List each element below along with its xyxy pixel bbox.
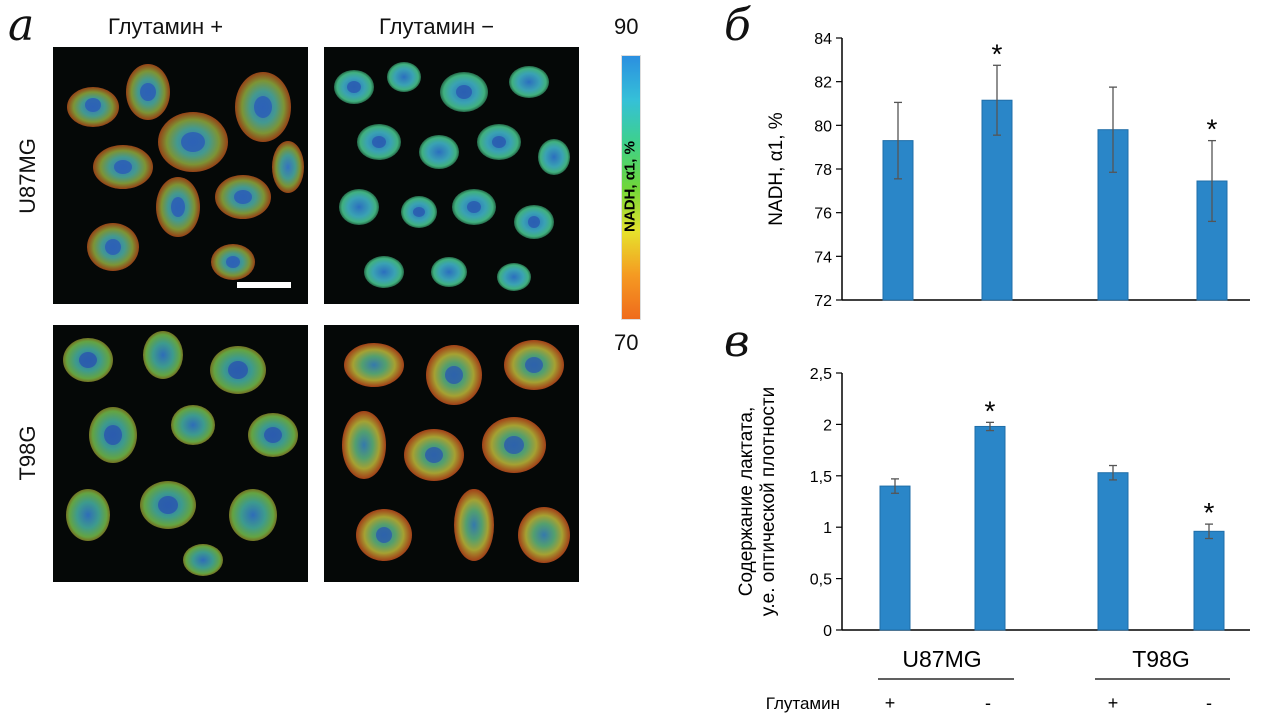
glutamine-sign: + <box>885 693 896 713</box>
micrograph-t98g-glutamine-minus <box>324 325 579 582</box>
bar <box>1097 472 1129 631</box>
glutamine-label: Глутамин <box>766 694 840 713</box>
y-tick-label: 72 <box>814 293 832 310</box>
colorbar-max: 90 <box>614 14 639 39</box>
panel-c-letter: в <box>724 316 750 367</box>
y-axis-label: у.е. оптической плотности <box>758 387 779 616</box>
y-tick-label: 74 <box>814 249 832 266</box>
chart-lactate: 0 0,5 1 1,5 2 2,5 * * Содержание лактата, у.е. оп… <box>736 366 1250 713</box>
y-tick-label: 80 <box>814 118 832 135</box>
y-tick-label: 1 <box>823 520 832 537</box>
micrograph-u87mg-glutamine-minus <box>324 47 579 304</box>
row-label-u87mg: U87MG <box>15 138 40 214</box>
group-label-t98g: T98G <box>1132 646 1190 672</box>
bar <box>879 485 911 631</box>
panel-a-letter: а <box>8 0 35 51</box>
y-tick-label: 0,5 <box>810 572 832 589</box>
y-tick-label: 0 <box>823 623 832 640</box>
colorbar-label: NADH, α1, % <box>621 141 639 232</box>
colorbar <box>621 55 641 320</box>
significance-star: * <box>985 395 996 426</box>
significance-star: * <box>1207 114 1218 145</box>
bar <box>1193 530 1225 631</box>
glutamine-sign: - <box>985 693 991 713</box>
row-label-t98g: T98G <box>15 425 40 481</box>
y-tick-label: 84 <box>814 31 832 48</box>
group-label-u87mg: U87MG <box>902 646 981 672</box>
scale-bar <box>237 282 291 288</box>
y-tick-label: 2 <box>823 417 832 434</box>
column-title-glutamine-minus: Глутамин − <box>379 14 495 39</box>
colorbar-min: 70 <box>614 330 639 355</box>
y-tick-label: 2,5 <box>810 366 832 383</box>
micrograph-t98g-glutamine-plus <box>53 325 308 582</box>
y-tick-label: 82 <box>814 75 832 92</box>
micrograph-u87mg-glutamine-plus <box>53 47 308 304</box>
panel-b-letter: б <box>724 0 751 51</box>
y-axis-label: NADH, α1, % <box>766 112 787 226</box>
bar <box>974 425 1006 631</box>
significance-star: * <box>992 38 1003 69</box>
glutamine-sign: + <box>1108 693 1119 713</box>
column-title-glutamine-plus: Глутамин + <box>108 14 224 39</box>
y-tick-label: 76 <box>814 206 832 223</box>
significance-star: * <box>1204 497 1215 528</box>
y-tick-label: 78 <box>814 162 832 179</box>
y-tick-label: 1,5 <box>810 469 832 486</box>
glutamine-sign: - <box>1206 693 1212 713</box>
y-axis-label: Содержание лактата, <box>736 407 757 596</box>
chart-nadh: 72 74 76 78 80 82 84 * * NADH, α1, % <box>766 31 1250 310</box>
